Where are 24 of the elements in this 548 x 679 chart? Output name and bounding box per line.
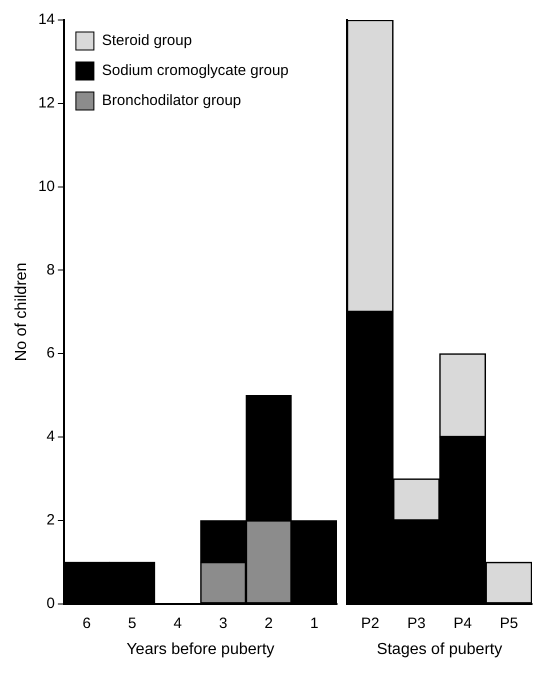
y-tick-label: 14	[38, 11, 55, 28]
x-tick-label: 1	[310, 614, 318, 632]
x-tick-label: 3	[219, 614, 228, 632]
y-tick-label: 8	[46, 261, 55, 278]
legend-label: Bronchodilator group	[102, 92, 242, 110]
y-tick-label: 6	[46, 344, 55, 362]
y-tick-label: 2	[46, 512, 55, 529]
y-tick-label: 10	[38, 178, 55, 195]
y-tick-label: 4	[46, 428, 55, 446]
y-tick-label: 12	[38, 94, 55, 112]
x-tick-label: P2	[360, 614, 380, 632]
x-tick-label: P5	[500, 614, 518, 632]
legend-label: Sodium cromoglycate group	[102, 62, 289, 80]
x-tick-label: 2	[264, 614, 273, 632]
x-tick-label: P3	[407, 614, 426, 632]
y-tick-label: 0	[46, 594, 55, 612]
x-tick-label: 6	[82, 614, 91, 632]
x-tick-label: 4	[174, 614, 182, 632]
x-axis-title: Years before puberty	[126, 640, 274, 658]
x-axis-title: Stages of puberty	[376, 640, 502, 658]
legend-label: Steroid group	[102, 32, 192, 50]
y-axis-title: No of children	[13, 262, 30, 362]
x-tick-label: P4	[453, 614, 472, 632]
x-tick-label: 5	[128, 614, 136, 632]
